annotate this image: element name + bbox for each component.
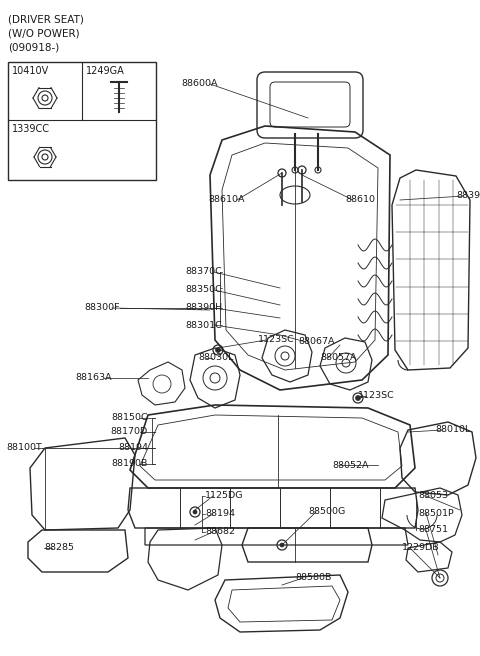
Text: 88194: 88194 — [118, 443, 148, 453]
Text: 88370C: 88370C — [185, 268, 222, 276]
Text: 88190B: 88190B — [112, 459, 148, 468]
Text: 88285: 88285 — [44, 544, 74, 552]
Circle shape — [280, 543, 284, 547]
Text: 88170D: 88170D — [111, 428, 148, 436]
Text: 88682: 88682 — [205, 527, 235, 537]
Text: (W/O POWER): (W/O POWER) — [8, 28, 80, 38]
Text: 88053: 88053 — [418, 491, 448, 501]
Text: 88163A: 88163A — [75, 373, 112, 382]
Text: 10410V: 10410V — [12, 66, 49, 76]
Text: 88301C: 88301C — [185, 321, 222, 329]
Text: 88300F: 88300F — [84, 304, 120, 312]
Text: 88390N: 88390N — [456, 192, 480, 201]
Text: 1123SC: 1123SC — [358, 392, 395, 401]
Text: 1339CC: 1339CC — [12, 124, 50, 134]
Circle shape — [356, 396, 360, 401]
Text: 88390H: 88390H — [185, 304, 222, 312]
Text: 88010L: 88010L — [435, 426, 470, 434]
Text: 88067A: 88067A — [298, 337, 335, 346]
Text: 88751: 88751 — [418, 525, 448, 535]
Text: 88580B: 88580B — [295, 573, 331, 583]
Text: 88501P: 88501P — [418, 508, 454, 518]
Text: (DRIVER SEAT): (DRIVER SEAT) — [8, 14, 84, 24]
Text: 88600A: 88600A — [181, 79, 218, 89]
Text: 88610A: 88610A — [208, 195, 245, 205]
Text: 88057A: 88057A — [320, 354, 357, 363]
Circle shape — [193, 510, 197, 514]
Text: 1125DG: 1125DG — [205, 491, 243, 501]
Text: 88350C: 88350C — [185, 285, 222, 295]
Text: 88500G: 88500G — [308, 508, 345, 516]
Text: 1123SC: 1123SC — [258, 335, 295, 344]
Text: 88150C: 88150C — [111, 413, 148, 422]
Text: 88052A: 88052A — [332, 461, 369, 470]
Text: 88194: 88194 — [205, 510, 235, 518]
Text: 1229DB: 1229DB — [402, 544, 440, 552]
Text: 88030L: 88030L — [198, 354, 233, 363]
Bar — [8, 62, 156, 180]
Text: 1249GA: 1249GA — [86, 66, 125, 76]
Text: 88610: 88610 — [345, 195, 375, 205]
Text: (090918-): (090918-) — [8, 42, 59, 52]
Circle shape — [216, 348, 220, 352]
Text: 88100T: 88100T — [6, 443, 42, 453]
